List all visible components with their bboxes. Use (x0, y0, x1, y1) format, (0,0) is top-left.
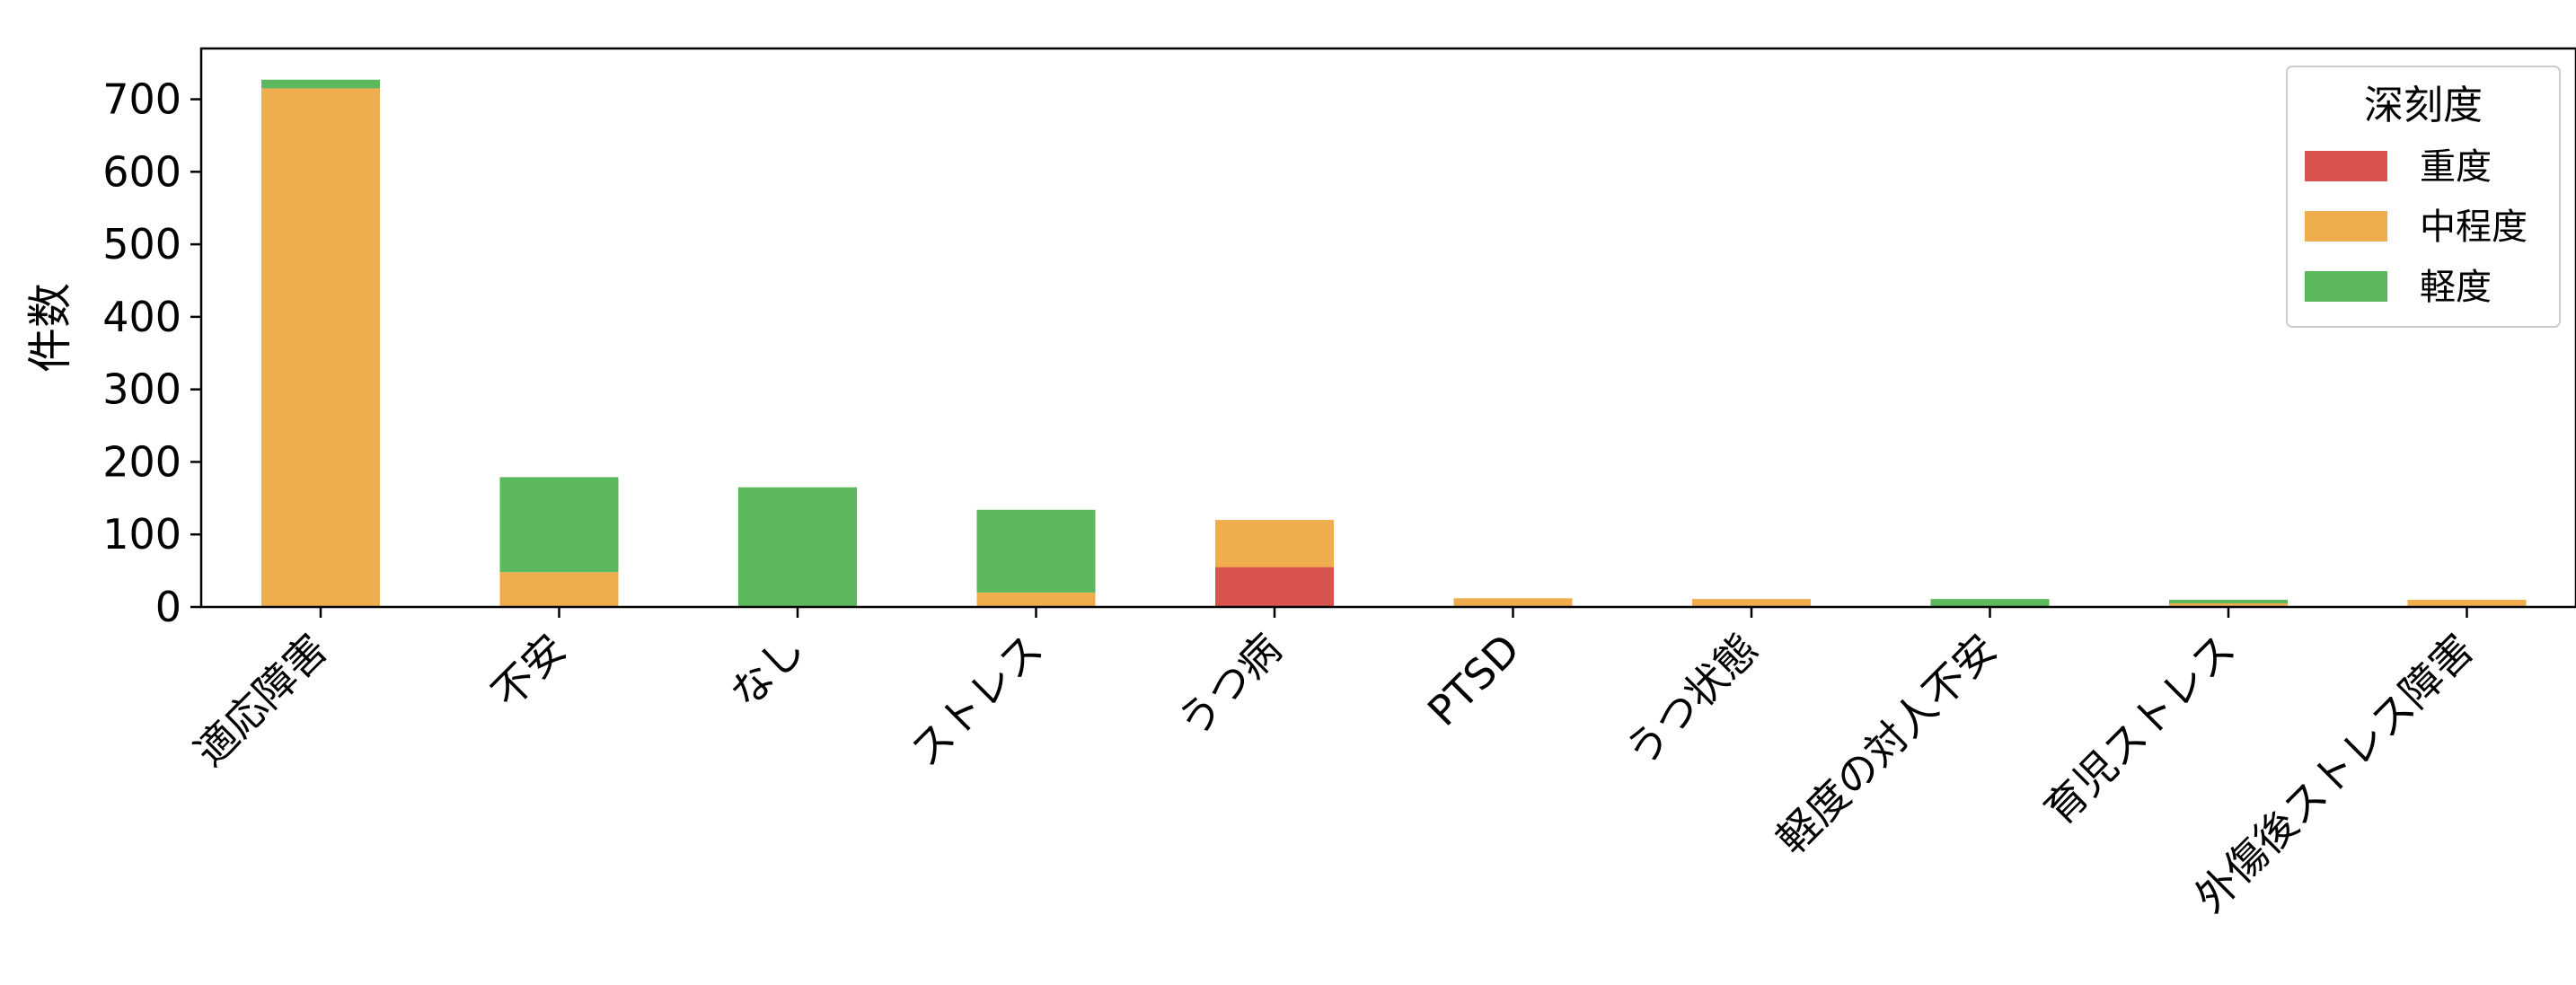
bar-segment-4-series-3 (976, 509, 1096, 593)
bar-segment-2-series-3 (499, 477, 619, 573)
plot-frame (199, 47, 2576, 609)
x-tick-label: 不安 (482, 625, 575, 717)
y-tick-label: 0 (155, 583, 181, 631)
x-tick-label: うつ病 (1169, 625, 1291, 747)
y-axis-label: 件数 (24, 283, 76, 373)
y-tick-label: 500 (102, 220, 181, 268)
bar-segment-4-series-2 (976, 592, 1096, 607)
y-axis: 0 100 200 300 400 500 600 700 (102, 75, 201, 631)
bar-segment-1-series-2 (261, 88, 380, 607)
y-tick-label: 600 (102, 147, 181, 196)
legend-label: 軽度 (2420, 267, 2492, 308)
bars-layer (261, 79, 2527, 607)
bar-segment-8-series-3 (1930, 599, 2050, 607)
y-tick-label: 400 (102, 293, 181, 341)
x-tick-label: うつ状態 (1616, 625, 1767, 776)
x-tick-label: 育児ストレス (2034, 625, 2244, 834)
x-tick-label: PTSD (1418, 625, 1529, 735)
legend-box (2286, 66, 2561, 328)
bar-segment-5-series-2 (1215, 520, 1334, 567)
x-axis: 適応障害 不安 なし ストレス うつ病 PTSD うつ状態 軽度の対人不安 育児ストレス外傷後ス… (185, 607, 2483, 922)
legend-swatch (2305, 271, 2387, 302)
y-tick-label: 700 (102, 75, 181, 124)
y-tick-label: 200 (102, 437, 181, 486)
x-tick-label: 軽度の対人不安 (1767, 625, 2006, 864)
bar-segment-10-series-2 (2407, 599, 2527, 607)
legend-swatch (2305, 211, 2387, 242)
bar-segment-3-series-3 (738, 487, 857, 607)
legend-title: 深刻度 (2364, 83, 2483, 128)
bar-segment-2-series-2 (499, 572, 619, 607)
x-tick-label: ストレス (901, 625, 1052, 776)
x-tick-label: 適応障害 (185, 625, 336, 776)
bar-segment-7-series-2 (1692, 599, 1811, 607)
bar-segment-6-series-2 (1453, 598, 1573, 607)
bar-segment-5-series-1 (1215, 567, 1334, 607)
bar-segment-1-series-3 (261, 79, 380, 89)
legend-label: 中程度 (2420, 207, 2527, 248)
legend-swatch (2305, 151, 2387, 181)
bar-segment-9-series-2 (2169, 602, 2288, 607)
y-tick-label: 300 (102, 365, 181, 414)
legend-label: 重度 (2420, 146, 2492, 188)
x-tick-label: なし (721, 625, 814, 717)
bar-segment-9-series-3 (2169, 599, 2288, 603)
y-tick-label: 100 (102, 510, 181, 558)
